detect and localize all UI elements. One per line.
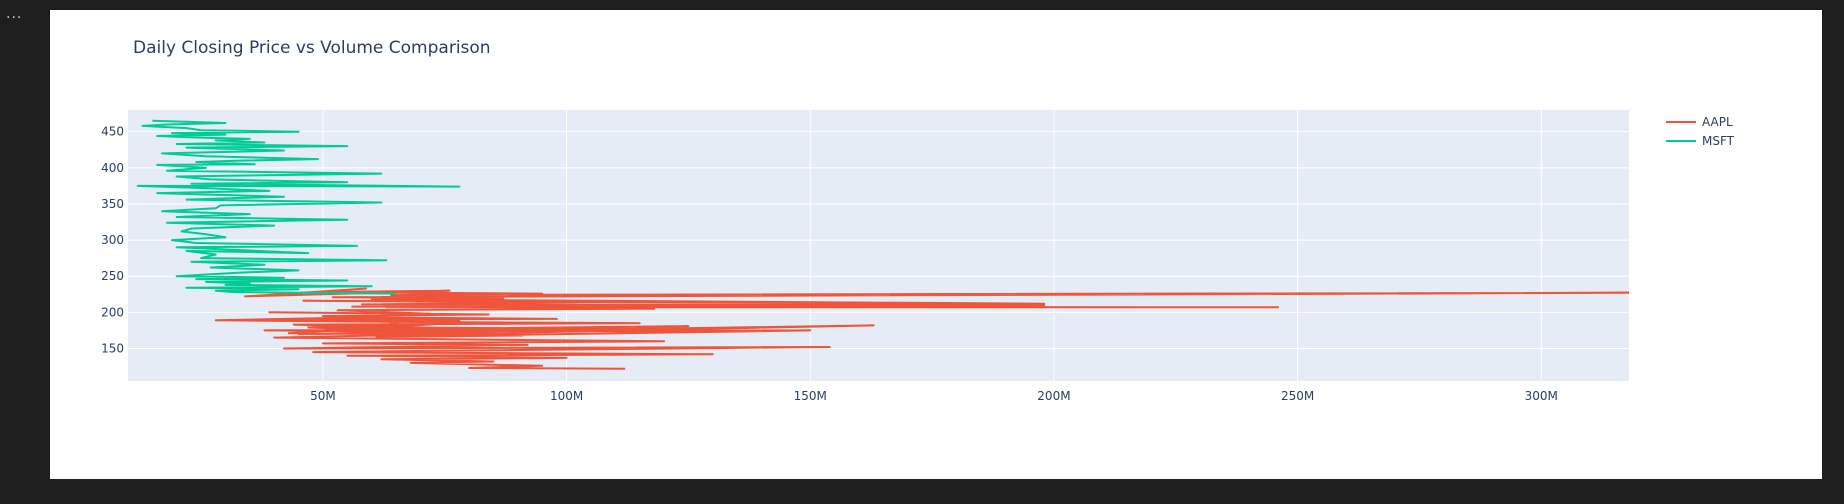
y-tick-label: 200 (101, 305, 124, 319)
x-tick-label: 150M (794, 389, 827, 403)
y-tick-label: 400 (101, 161, 124, 175)
legend: AAPL MSFT (1666, 115, 1735, 148)
y-tick-label: 450 (101, 125, 124, 139)
x-tick-label: 200M (1037, 389, 1070, 403)
x-tick-label: 100M (550, 389, 583, 403)
legend-label-aapl: AAPL (1702, 115, 1733, 129)
chart-title: Daily Closing Price vs Volume Comparison (133, 38, 491, 58)
series-line-msft (136, 119, 461, 295)
y-tick-label: 300 (101, 233, 124, 247)
series-layer (136, 119, 1629, 370)
chart: Daily Closing Price vs Volume Comparison… (101, 38, 1735, 403)
x-axis-ticks: 50M 100M 150M 200M 250M 300M (310, 389, 1558, 403)
legend-label-msft: MSFT (1702, 134, 1735, 148)
y-axis-ticks: 150 200 250 300 350 400 450 (101, 125, 124, 356)
y-tick-label: 150 (101, 341, 124, 355)
x-tick-label: 250M (1281, 389, 1314, 403)
y-tick-label: 250 (101, 269, 124, 283)
chart-panel: Daily Closing Price vs Volume Comparison… (50, 10, 1822, 479)
menu-ellipsis-icon[interactable]: ... (6, 6, 23, 22)
x-tick-label: 50M (310, 389, 336, 403)
series-line-aapl (214, 287, 1629, 370)
y-tick-label: 350 (101, 197, 124, 211)
x-tick-label: 300M (1525, 389, 1558, 403)
